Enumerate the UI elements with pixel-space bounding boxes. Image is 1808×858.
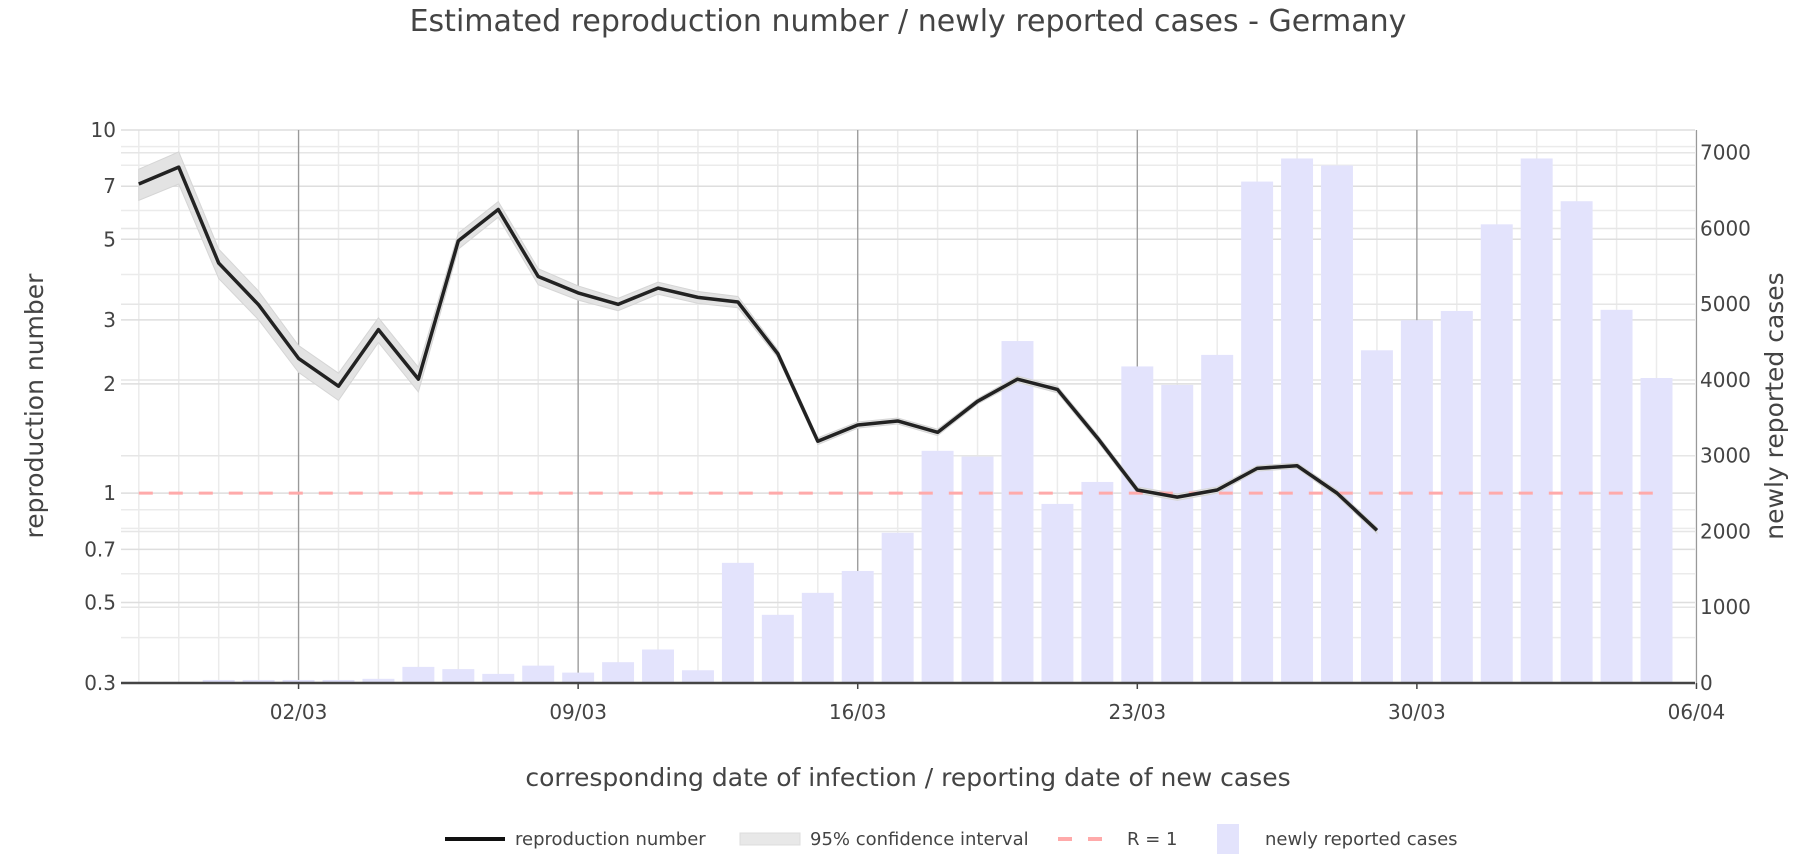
confidence-band-area: [138, 151, 1378, 535]
y-axis-right-title: newly reported cases: [1760, 272, 1789, 539]
case-bar: [442, 669, 475, 683]
case-bar: [761, 614, 794, 683]
case-bar: [801, 592, 834, 683]
case-bar: [602, 662, 635, 683]
r-line: [138, 165, 1379, 532]
y-right-tick-label: 4000: [1700, 368, 1751, 392]
case-bar: [642, 649, 674, 683]
case-bar: [1281, 158, 1314, 684]
case-bar: [1321, 165, 1353, 683]
case-bar: [202, 679, 235, 683]
case-bar: [1081, 481, 1114, 683]
y-left-tick-label: 1: [103, 481, 116, 505]
case-bar: [242, 679, 275, 683]
x-tick-label: 23/03: [1108, 700, 1166, 724]
case-bar: [1121, 366, 1154, 683]
case-bar: [1041, 503, 1074, 683]
case-bar: [1400, 320, 1433, 683]
case-bar: [921, 450, 954, 683]
r-line-path: [138, 165, 1379, 532]
case-bar: [1560, 201, 1593, 683]
case-bar: [1640, 378, 1673, 683]
axes: 02/03 09/03 16/03 23/03 30/03 06/04 0.3 0.5 0.7 1…: [84, 118, 1751, 724]
case-bar: [1201, 354, 1234, 683]
y-left-tick-label: 3: [103, 308, 116, 332]
y-left-tick-label: 0.3: [84, 671, 116, 695]
y-right-tick-label: 3000: [1700, 444, 1751, 468]
legend-item-reproduction-number[interactable]: reproduction number: [445, 829, 706, 850]
y-left-tick-label: 0.5: [84, 590, 116, 614]
y-left-tick-label: 7: [103, 174, 116, 198]
legend-item-r1[interactable]: R = 1: [1058, 829, 1177, 850]
bars: [122, 158, 1673, 684]
chart-title: Estimated reproduction number / newly re…: [410, 4, 1407, 39]
y-right-tick-label: 5000: [1700, 292, 1751, 316]
x-axis-title: corresponding date of infection / report…: [525, 763, 1290, 792]
legend-item-confidence-interval[interactable]: 95% confidence interval: [739, 829, 1029, 850]
case-bar: [562, 672, 595, 683]
case-bar: [322, 679, 355, 683]
case-bar: [482, 673, 515, 683]
case-bar: [362, 678, 395, 683]
case-bar: [681, 670, 714, 683]
legend-label: 95% confidence interval: [810, 829, 1029, 850]
case-bar: [1440, 310, 1473, 683]
y-left-tick-label: 5: [103, 227, 116, 251]
x-tick-label: 09/03: [549, 700, 607, 724]
legend-label: R = 1: [1127, 829, 1177, 850]
case-bar: [522, 665, 555, 683]
case-bar: [881, 532, 914, 683]
case-bar: [282, 679, 315, 683]
legend-swatch-bar: [1217, 824, 1239, 854]
legend-swatch-band: [739, 832, 801, 846]
y-left-tick-label: 2: [103, 372, 116, 396]
case-bar: [1001, 341, 1034, 683]
y-axis-left-title: reproduction number: [20, 273, 49, 539]
case-bar: [961, 456, 994, 683]
confidence-band: [138, 151, 1378, 535]
x-tick-label: 06/04: [1668, 700, 1726, 724]
case-bar: [1241, 181, 1274, 684]
case-bar: [721, 562, 754, 683]
case-bar: [1360, 350, 1393, 683]
case-bar: [841, 570, 874, 683]
y-right-tick-label: 2000: [1700, 519, 1751, 543]
y-right-tick-label: 6000: [1700, 216, 1751, 240]
case-bar: [1480, 224, 1513, 683]
legend-item-cases[interactable]: newly reported cases: [1217, 824, 1458, 854]
legend-label: newly reported cases: [1265, 829, 1458, 850]
case-bar: [1600, 309, 1633, 683]
y-right-tick-label: 7000: [1700, 141, 1751, 165]
case-bar: [402, 666, 435, 683]
case-bar: [1520, 158, 1553, 684]
legend-label: reproduction number: [515, 829, 706, 850]
y-left-tick-label: 10: [91, 118, 116, 142]
y-right-tick-label: 0: [1700, 671, 1713, 695]
legend: reproduction number 95% confidence inter…: [445, 824, 1458, 854]
x-tick-label: 30/03: [1388, 700, 1446, 724]
x-tick-label: 16/03: [829, 700, 887, 724]
y-left-tick-label: 0.7: [84, 537, 116, 561]
y-right-tick-label: 1000: [1700, 595, 1751, 619]
case-bar: [1161, 384, 1194, 683]
x-tick-label: 02/03: [270, 700, 328, 724]
